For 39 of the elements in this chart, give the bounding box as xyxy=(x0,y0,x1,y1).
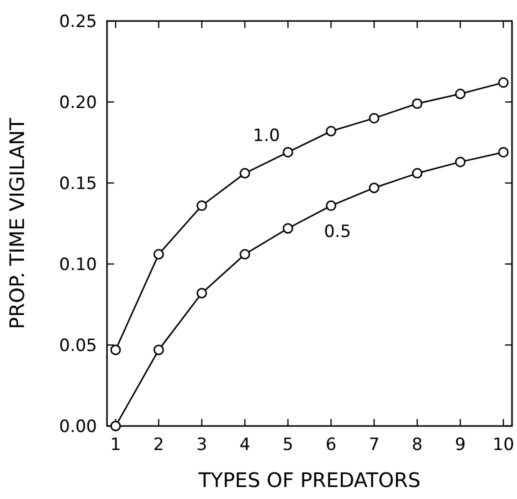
point xyxy=(153,344,164,356)
point xyxy=(110,344,121,356)
y-tick-label: 0.05 xyxy=(59,336,97,356)
x-tick-label: 5 xyxy=(282,435,294,455)
point xyxy=(498,146,509,158)
point xyxy=(455,156,466,168)
point xyxy=(282,146,294,158)
point xyxy=(326,200,336,211)
x-tick-label: 10 xyxy=(492,435,514,455)
point xyxy=(240,168,250,179)
x-tick-label: 8 xyxy=(412,435,423,455)
point xyxy=(196,200,208,211)
x-axis-title: TYPES OF PREDATORS xyxy=(197,468,421,492)
x-tick-label: 9 xyxy=(454,435,466,455)
y-tick-label: 0.20 xyxy=(59,92,97,113)
y-tick-label: 0.25 xyxy=(59,12,97,32)
point xyxy=(368,182,380,194)
point xyxy=(282,223,294,234)
point xyxy=(498,77,509,88)
point xyxy=(240,249,250,260)
point xyxy=(412,98,422,109)
y-axis-title: PROP. TIME VIGILANT xyxy=(5,117,29,330)
x-tick-label: 4 xyxy=(239,435,250,455)
y-tick-label: 0.10 xyxy=(59,254,97,275)
point xyxy=(412,168,422,179)
x-tick-label: 2 xyxy=(153,435,164,455)
y-tick-label: 0.00 xyxy=(59,416,97,437)
point xyxy=(326,126,336,136)
point xyxy=(368,112,380,124)
x-tick-label: 7 xyxy=(368,435,380,455)
point xyxy=(455,88,466,100)
y-tick-label: 0.15 xyxy=(59,174,97,194)
x-tick-label: 3 xyxy=(196,435,208,455)
x-tick-label: 1 xyxy=(110,435,122,455)
point xyxy=(196,288,208,298)
point xyxy=(153,249,164,260)
series-label: 1.0 xyxy=(252,126,280,146)
series-label: 0.5 xyxy=(324,222,352,242)
x-tick-label: 6 xyxy=(326,435,336,455)
